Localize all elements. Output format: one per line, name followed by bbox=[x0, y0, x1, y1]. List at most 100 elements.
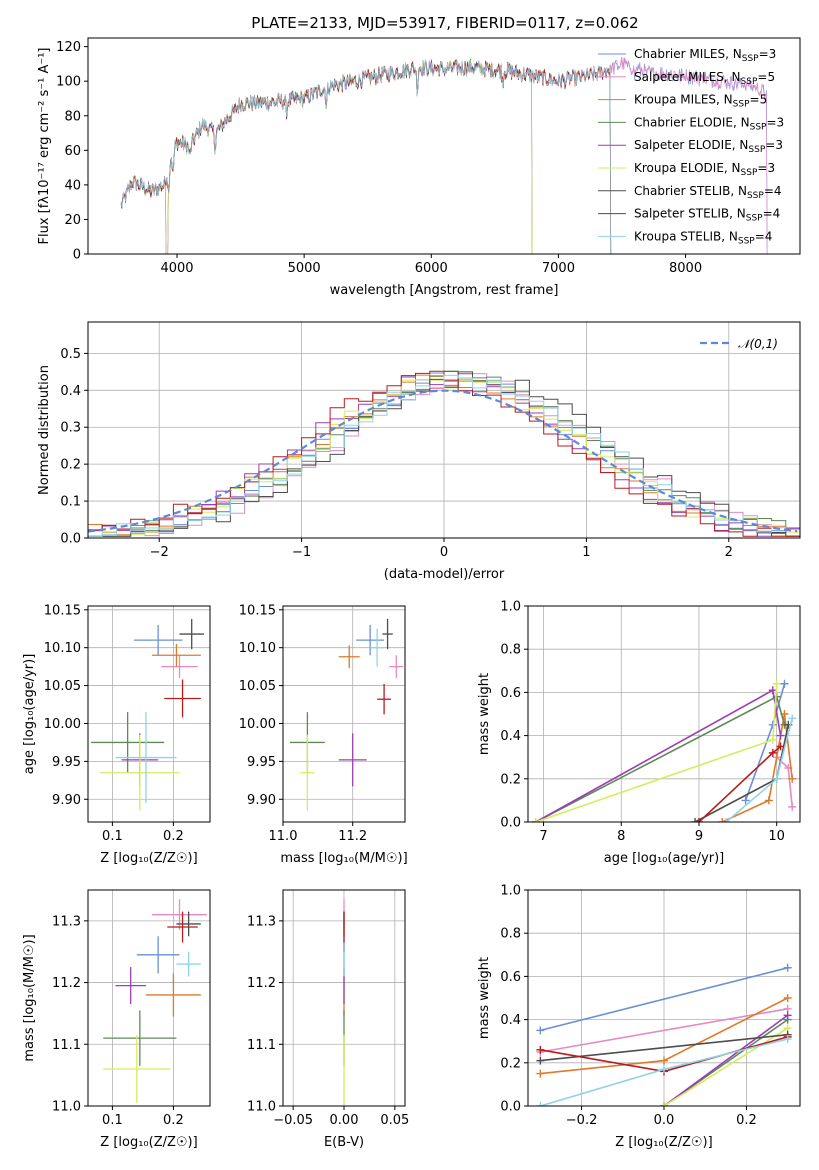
weight-line-kroupa-elodie bbox=[663, 1027, 789, 1106]
panel-z-age: 0.1 0.2 9.90 9.95 10.00 10.05 10.10 10.15 Z [log… bbox=[22, 603, 211, 866]
y-tick-label: 9.95 bbox=[247, 755, 276, 770]
y-axis-label: mass [log₁₀(M/M☉)] bbox=[22, 934, 37, 1061]
errorbar-kroupa-elodie bbox=[100, 734, 180, 811]
weight-line-salpeter-miles bbox=[540, 1008, 788, 1053]
y-tick-label: 1.0 bbox=[500, 600, 521, 615]
x-tick-label: 0.2 bbox=[163, 1113, 184, 1128]
panel-age-weight: 7 8 9 10 0.0 0.2 0.4 0.6 0.8 1.0 age [log₁₀(age/yr… bbox=[477, 600, 801, 866]
weight-marker-kroupa-miles bbox=[783, 994, 792, 1002]
histogram-kroupa-stelib bbox=[88, 374, 800, 537]
weight-marker-salpeter-stelib bbox=[536, 1045, 545, 1054]
data-z-mass bbox=[103, 899, 207, 1103]
axes-frame-spectrum bbox=[87, 37, 801, 255]
errorbar-salpeter-miles bbox=[161, 655, 198, 678]
errorbar-chabrier-miles bbox=[136, 936, 180, 974]
panel-ebv-mass: −0.05 0.00 0.05 11.0 11.1 11.2 11.3 E(B-V) bbox=[247, 889, 409, 1150]
weight-marker-kroupa-miles bbox=[536, 1069, 545, 1078]
data-age-weight bbox=[531, 679, 797, 822]
y-axis-label: mass weight bbox=[477, 957, 492, 1039]
grid-z-age bbox=[88, 606, 210, 822]
y-axis-label: age [log₁₀(age/yr)] bbox=[22, 654, 37, 775]
weight-marker-kroupa-miles bbox=[764, 796, 773, 805]
weight-marker-kroupa-elodie bbox=[772, 679, 781, 688]
errorbar-kroupa-stelib bbox=[115, 712, 177, 804]
y-tick-label: 11.1 bbox=[52, 1038, 81, 1053]
data-ebv-mass bbox=[343, 899, 345, 1103]
y-tick-label: 0.8 bbox=[500, 927, 521, 942]
axes-frame-z-mass bbox=[87, 889, 211, 1107]
data-z-age bbox=[91, 618, 204, 811]
legend-nssp-value: =3 bbox=[766, 115, 784, 129]
y-tick-label: 10.10 bbox=[239, 641, 276, 656]
histogram-chabrier-stelib bbox=[88, 371, 800, 537]
weight-marker-salpeter-stelib bbox=[768, 748, 777, 757]
x-tick-label: 6000 bbox=[415, 261, 448, 276]
weight-marker-salpeter-stelib bbox=[694, 818, 703, 822]
y-tick-label: 9.90 bbox=[52, 793, 81, 808]
legend-label-salpeter-elodie: Salpeter ELODIE, NSSP=3 bbox=[634, 138, 783, 155]
data-z-weight bbox=[536, 963, 792, 1106]
errorbar-kroupa-elodie bbox=[343, 1035, 345, 1103]
weight-marker-kroupa-stelib bbox=[660, 1065, 668, 1074]
x-tick-label: 0.1 bbox=[102, 1113, 123, 1128]
y-tick-label: 9.90 bbox=[247, 793, 276, 808]
legend-nssp-value: =4 bbox=[763, 207, 781, 221]
legend-nssp-value: =3 bbox=[759, 47, 777, 61]
y-tick-label: 120 bbox=[56, 40, 81, 55]
errorbar-salpeter-miles bbox=[152, 899, 207, 931]
legend-label-salpeter-miles: Salpeter MILES, NSSP=5 bbox=[634, 70, 775, 87]
axes-frame-mass-age bbox=[282, 605, 406, 823]
legend-label-kroupa-stelib: Kroupa STELIB, NSSP=4 bbox=[634, 229, 772, 246]
y-tick-label: 0.0 bbox=[500, 816, 521, 831]
y-tick-label: 10.15 bbox=[44, 603, 81, 618]
legend-subscript: SSP bbox=[746, 214, 763, 224]
errorbar-salpeter-elodie bbox=[115, 967, 146, 1005]
y-tick-label: 0.3 bbox=[60, 421, 81, 436]
y-tick-label: 0.0 bbox=[60, 532, 81, 547]
errorbar-salpeter-stelib bbox=[343, 911, 345, 943]
x-axis-label: (data-model)/error bbox=[384, 567, 505, 582]
legend-label-salpeter-stelib: Salpeter STELIB, NSSP=4 bbox=[634, 207, 780, 224]
y-tick-label: 10.15 bbox=[239, 603, 276, 618]
x-tick-label: 0.2 bbox=[163, 829, 184, 844]
errorbar-chabrier-miles bbox=[133, 624, 183, 656]
panel-z-weight: −0.2 0.0 0.2 0.0 0.2 0.4 0.6 0.8 1.0 Z [log₁₀(Z/Z… bbox=[477, 884, 801, 1150]
x-tick-label: −2 bbox=[150, 545, 169, 560]
legend-subscript: SSP bbox=[747, 191, 764, 201]
weight-marker-kroupa-stelib bbox=[536, 1102, 545, 1106]
weight-marker-chabrier-miles bbox=[536, 1026, 545, 1035]
y-tick-label: 40 bbox=[64, 178, 81, 193]
y-tick-label: 11.2 bbox=[52, 976, 81, 991]
spectrum-legend: Chabrier MILES, NSSP=3 Salpeter MILES, NS… bbox=[598, 47, 784, 246]
x-tick-label: 8 bbox=[617, 829, 625, 844]
histogram-salpeter-stelib bbox=[88, 370, 800, 537]
legend-label-normal: 𝒩(0,1) bbox=[738, 337, 778, 351]
y-tick-label: 10.10 bbox=[44, 641, 81, 656]
x-axis-label: Z [log₁₀(Z/Z☉)] bbox=[615, 1135, 712, 1150]
x-tick-label: 8000 bbox=[669, 261, 702, 276]
legend-subscript: SSP bbox=[741, 168, 758, 178]
data-spectrum bbox=[120, 57, 768, 254]
y-tick-label: 0.5 bbox=[60, 347, 81, 362]
legend-subscript: SSP bbox=[750, 122, 767, 132]
weight-marker-chabrier-miles bbox=[741, 796, 750, 805]
weight-marker-kroupa-stelib bbox=[783, 1035, 792, 1044]
errorbar-chabrier-miles bbox=[356, 624, 385, 656]
y-tick-label: 0.1 bbox=[60, 495, 81, 510]
axes-frame-ebv-mass bbox=[282, 889, 406, 1107]
weight-marker-kroupa-miles bbox=[718, 818, 727, 822]
axes-frame-residuals bbox=[87, 321, 801, 539]
x-axis-label: wavelength [Angstrom, rest frame] bbox=[330, 283, 559, 298]
weight-marker-chabrier-stelib bbox=[536, 1056, 545, 1065]
y-tick-label: 0.4 bbox=[60, 384, 81, 399]
axes-frame-age-weight bbox=[527, 605, 801, 823]
y-tick-label: 0.4 bbox=[500, 729, 521, 744]
errorbar-chabrier-elodie bbox=[103, 1010, 177, 1066]
legend-subscript: SSP bbox=[733, 100, 750, 110]
x-tick-label: 10 bbox=[768, 829, 785, 844]
data-mass-age bbox=[289, 618, 404, 811]
x-tick-label: 9 bbox=[695, 829, 703, 844]
errorbar-chabrier-stelib bbox=[179, 618, 204, 650]
y-axis-label: mass weight bbox=[477, 673, 492, 755]
y-tick-label: 10.05 bbox=[44, 679, 81, 694]
